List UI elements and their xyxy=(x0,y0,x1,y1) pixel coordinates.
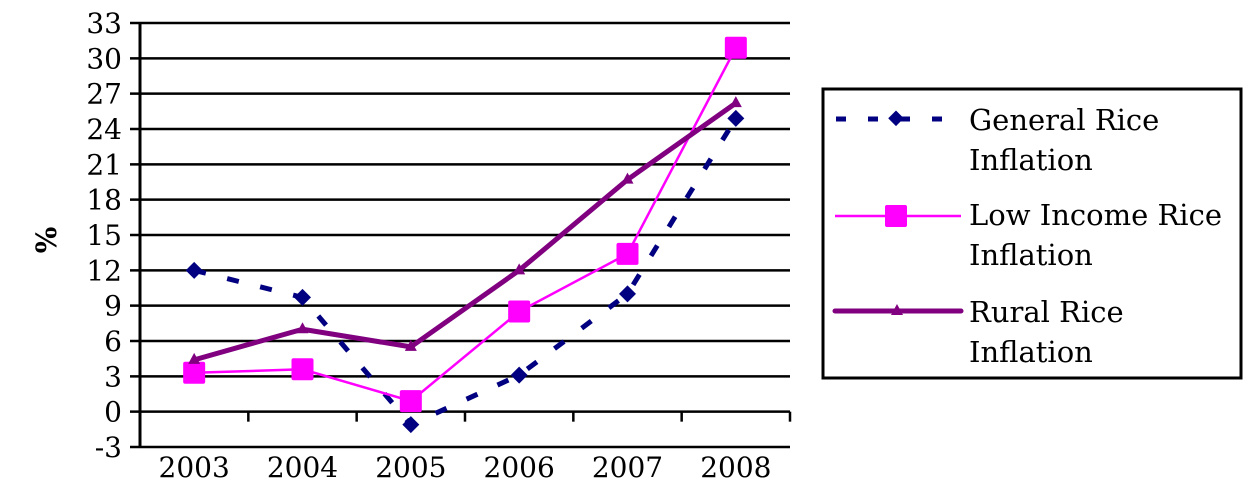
y-tick-label: 33 xyxy=(86,7,122,40)
legend-label-low-income-1: Low Income Rice xyxy=(969,198,1222,232)
triangle-marker-icon xyxy=(513,263,526,275)
x-tick-label: 2007 xyxy=(592,451,663,484)
square-marker-icon xyxy=(885,205,907,227)
triangle-marker-icon xyxy=(729,96,742,108)
series-diamond xyxy=(185,109,745,434)
square-marker-icon xyxy=(291,358,314,381)
y-tick-label: 21 xyxy=(86,148,122,181)
y-tick-label: 15 xyxy=(86,219,122,252)
y-tick-label: 24 xyxy=(86,113,122,146)
square-marker-icon xyxy=(724,36,747,59)
triangle-marker-icon xyxy=(621,172,634,184)
triangle-marker-icon xyxy=(891,304,903,315)
square-marker-icon xyxy=(616,242,639,265)
diamond-marker-icon xyxy=(294,288,311,306)
legend-label-general-2: Inflation xyxy=(969,143,1093,177)
series-square xyxy=(183,36,747,413)
series-lines xyxy=(183,36,747,434)
square-marker-icon xyxy=(183,361,206,384)
legend-label-low-income-2: Inflation xyxy=(969,238,1093,272)
diamond-marker-icon xyxy=(727,109,745,127)
x-tick-label: 2006 xyxy=(484,451,555,484)
x-tick-label: 2005 xyxy=(375,451,446,484)
axes xyxy=(138,23,792,449)
x-axis-ticks: 2003 2004 2005 2006 2007 2008 xyxy=(159,451,772,484)
y-axis-label: % xyxy=(30,227,63,254)
y-tick-label: 0 xyxy=(104,396,122,429)
x-tick-label: 2004 xyxy=(267,451,338,484)
legend-label-rural-1: Rural Rice xyxy=(969,295,1124,329)
legend: General Rice Inflation Low Income Rice I… xyxy=(821,87,1243,380)
legend-item-rural: Rural Rice Inflation xyxy=(832,295,1124,369)
diamond-marker-icon xyxy=(510,366,528,384)
y-tick-label: 18 xyxy=(86,184,122,217)
legend-label-rural-2: Inflation xyxy=(969,335,1093,369)
square-marker-icon xyxy=(399,390,422,413)
y-tick-label: 6 xyxy=(104,325,122,358)
legend-item-low-income: Low Income Rice Inflation xyxy=(835,198,1222,272)
legend-item-general: General Rice Inflation xyxy=(836,103,1159,177)
diamond-marker-icon xyxy=(619,285,636,303)
gridlines xyxy=(130,21,790,449)
square-marker-icon xyxy=(508,300,531,323)
triangle-marker-icon xyxy=(188,352,201,364)
legend-label-general-1: General Rice xyxy=(969,103,1159,137)
y-tick-label: 3 xyxy=(104,360,122,393)
x-tick-label: 2008 xyxy=(700,451,771,484)
diamond-marker-icon xyxy=(185,261,203,279)
series-triangle xyxy=(188,96,742,364)
y-tick-label: 9 xyxy=(104,290,122,323)
diamond-marker-icon xyxy=(402,416,420,434)
y-tick-label: 27 xyxy=(86,78,122,111)
triangle-marker-icon xyxy=(404,339,417,351)
y-tick-label: 30 xyxy=(86,42,122,75)
x-tick-label: 2003 xyxy=(159,451,230,484)
y-tick-label: 12 xyxy=(86,254,122,287)
triangle-marker-icon xyxy=(296,322,309,334)
y-tick-label: -3 xyxy=(95,431,122,464)
